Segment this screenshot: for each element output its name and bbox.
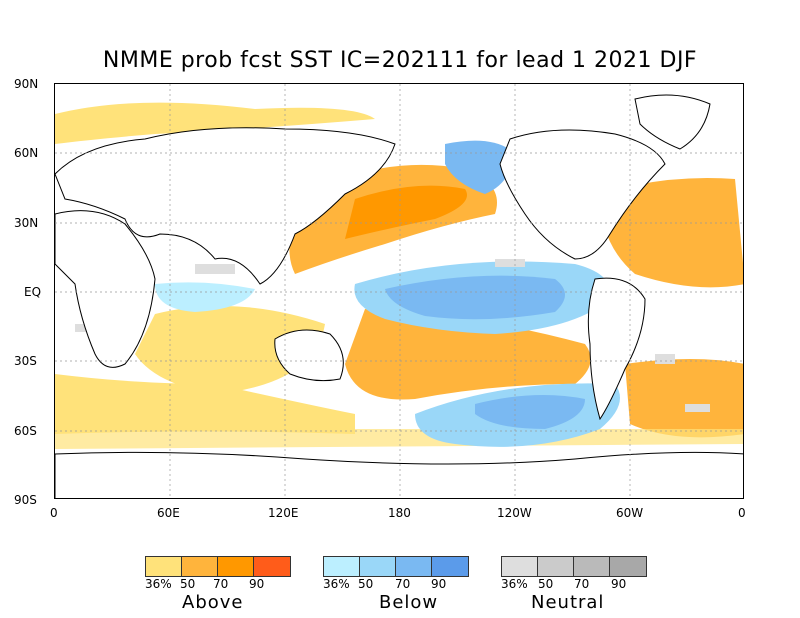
legend-neutral-swatch-2 xyxy=(538,557,574,576)
legend-above-label: Above xyxy=(182,592,244,613)
legend-tick: 90 xyxy=(249,577,265,591)
lon-label-60e: 60E xyxy=(157,506,180,520)
lat-label-eq: EQ xyxy=(24,285,42,299)
legend-neutral-swatch-4 xyxy=(610,557,646,576)
legend-above-swatch-4 xyxy=(254,557,290,576)
legend-tick: 50 xyxy=(538,577,554,591)
lon-label-60w: 60W xyxy=(616,506,644,520)
legend-below-swatches xyxy=(323,556,469,577)
map-title: NMME prob fcst SST IC=202111 for lead 1 … xyxy=(102,48,698,73)
legend-tick: 36% xyxy=(501,577,528,591)
legend-neutral-swatch-3 xyxy=(574,557,610,576)
legend-neutral-swatches xyxy=(501,556,647,577)
continents xyxy=(55,94,743,498)
legend-below-ticks: 36% 50 70 90 xyxy=(323,577,469,591)
legend-neutral: 36% 50 70 90 xyxy=(501,556,647,591)
legend-tick: 90 xyxy=(611,577,627,591)
lon-label-0-east: 0 xyxy=(738,506,746,520)
map-canvas xyxy=(55,84,743,498)
legend-above-swatch-1 xyxy=(146,557,182,576)
legend-below-swatch-4 xyxy=(432,557,468,576)
legend-tick: 70 xyxy=(574,577,590,591)
lat-label-90n: 90N xyxy=(14,77,39,91)
legend-below: 36% 50 70 90 xyxy=(323,556,469,591)
legend-tick: 36% xyxy=(145,577,172,591)
lat-label-60s: 60S xyxy=(14,424,37,438)
lat-label-30s: 30S xyxy=(14,354,37,368)
legend-above-swatch-3 xyxy=(218,557,254,576)
sst-probability-map xyxy=(54,83,744,499)
legend-tick: 90 xyxy=(431,577,447,591)
lat-label-60n: 60N xyxy=(14,146,39,160)
legend-above-swatches xyxy=(145,556,291,577)
legend-neutral-label: Neutral xyxy=(531,592,605,613)
legend-below-swatch-2 xyxy=(360,557,396,576)
lon-label-120e: 120E xyxy=(268,506,299,520)
legend-below-swatch-3 xyxy=(396,557,432,576)
above-anomaly-regions xyxy=(55,102,743,449)
legend-tick: 36% xyxy=(323,577,350,591)
legend-tick: 50 xyxy=(180,577,196,591)
legend-tick: 70 xyxy=(395,577,411,591)
lon-label-180: 180 xyxy=(388,506,411,520)
legend-tick: 50 xyxy=(358,577,374,591)
legend-neutral-ticks: 36% 50 70 90 xyxy=(501,577,647,591)
legend-below-swatch-1 xyxy=(324,557,360,576)
legend-above-swatch-2 xyxy=(182,557,218,576)
legend-below-label: Below xyxy=(379,592,439,613)
lon-label-120w: 120W xyxy=(497,506,532,520)
legend-above-ticks: 36% 50 70 90 xyxy=(145,577,291,591)
lat-label-30n: 30N xyxy=(14,216,39,230)
lon-label-0: 0 xyxy=(50,506,58,520)
legend-tick: 70 xyxy=(213,577,229,591)
graticule xyxy=(55,84,743,498)
lat-label-90s: 90S xyxy=(14,493,37,507)
legend-above: 36% 50 70 90 xyxy=(145,556,291,591)
legend-neutral-swatch-1 xyxy=(502,557,538,576)
